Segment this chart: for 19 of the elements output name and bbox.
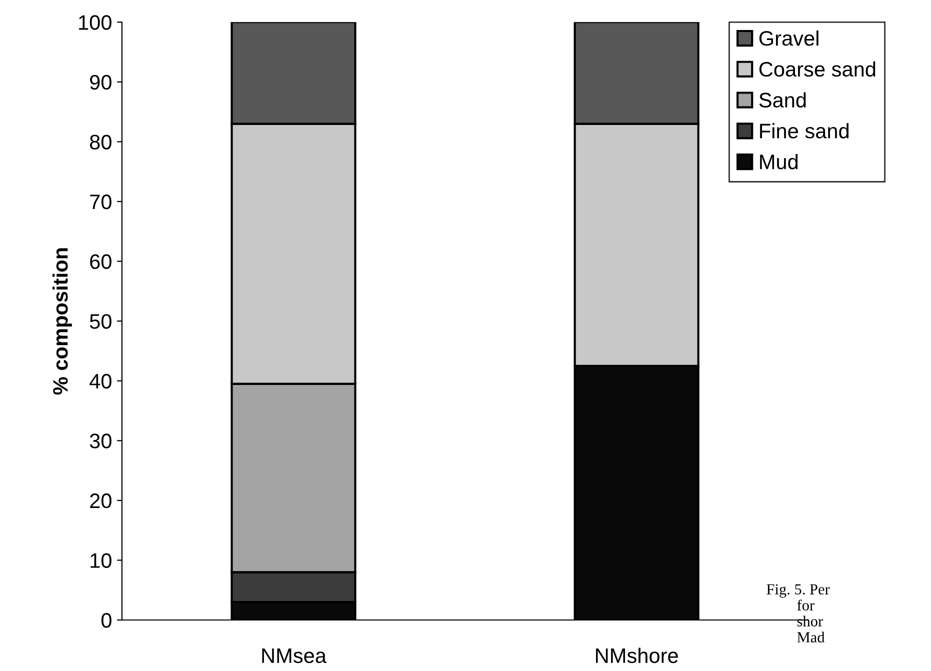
y-tick-label: 100 <box>79 15 112 30</box>
y-tick-label: 10 <box>90 553 112 568</box>
legend-label: Mud <box>760 154 798 170</box>
y-tick-label: 90 <box>90 74 112 90</box>
y-tick-label: 70 <box>90 194 112 210</box>
y-tick-label: 20 <box>90 493 112 508</box>
x-tick-label: NMshore <box>596 648 678 664</box>
y-tick-label: 50 <box>90 314 112 329</box>
y-tick-label: 40 <box>90 374 112 389</box>
y-tick-label: 30 <box>90 434 112 448</box>
legend-label: Coarse sand <box>759 61 876 77</box>
legend-label: Fine sand <box>760 123 849 138</box>
x-tick-label: NMsea <box>262 648 326 664</box>
y-tick-label: 80 <box>90 134 112 150</box>
y-tick-label: 60 <box>90 254 112 270</box>
y-axis-title: % composition <box>52 248 72 395</box>
legend-label: Sand <box>759 92 806 108</box>
legend-label: Gravel <box>759 30 818 46</box>
y-tick-label: 0 <box>101 613 112 628</box>
